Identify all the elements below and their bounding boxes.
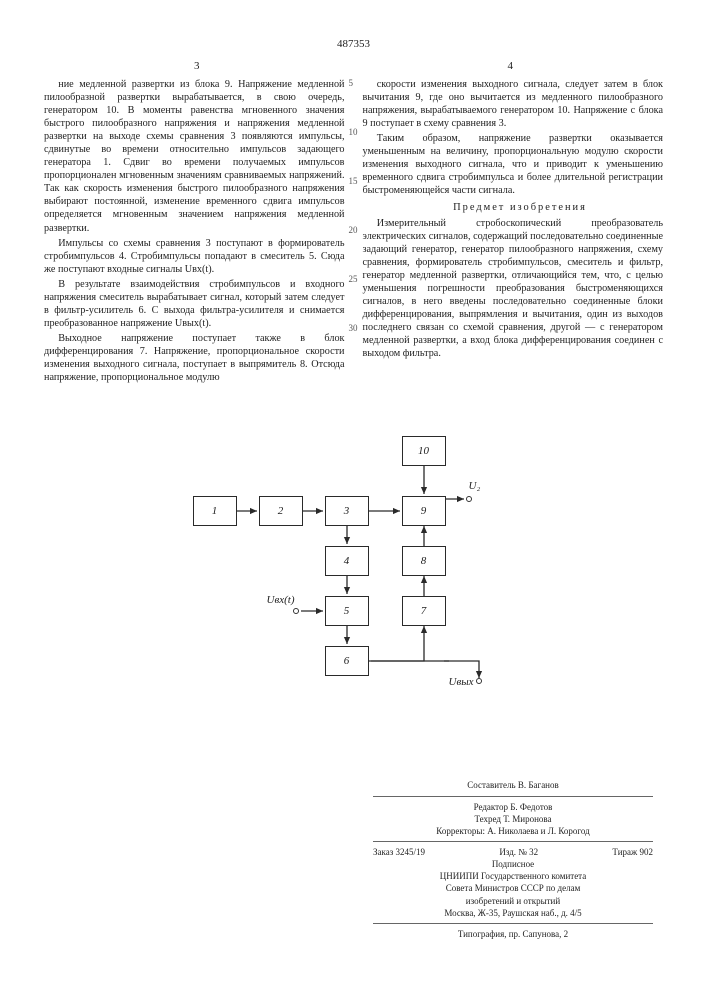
label-u2: U₂: [469, 480, 481, 492]
block-7: 7: [402, 596, 446, 626]
divider: [373, 796, 653, 797]
block-diagram: 1 2 3 4 5 6 7 8 9 10 Uвх(t) U₂ Uвых: [189, 408, 519, 698]
paragraph: Измерительный стробоскопический преобраз…: [363, 217, 664, 361]
right-column: скорости изменения выходного сигнала, сл…: [363, 78, 664, 386]
divider: [373, 923, 653, 924]
izd-num: Изд. № 32: [499, 846, 538, 858]
org-line: Совета Министров СССР по делам: [373, 882, 653, 894]
label-uvout: Uвых: [449, 676, 474, 688]
org-line: ЦНИИПИ Государственного комитета: [373, 870, 653, 882]
document-number: 487353: [44, 38, 663, 50]
label-uvx: Uвх(t): [267, 594, 295, 606]
line-num: 20: [349, 225, 358, 235]
credits-block: Составитель В. Баганов Редактор Б. Федот…: [373, 779, 653, 940]
line-num: 30: [349, 323, 358, 333]
line-number-gutter: 5 10 15 20 25 30: [349, 78, 358, 333]
line-num: 25: [349, 274, 358, 284]
typography-line: Типография, пр. Сапунова, 2: [373, 928, 653, 940]
left-column: ние медленной развертки из блока 9. Напр…: [44, 78, 345, 386]
corr-line: Корректоры: А. Николаева и Л. Корогод: [373, 825, 653, 837]
compiler-line: Составитель В. Баганов: [373, 779, 653, 791]
column-page-numbers: 3 4: [44, 60, 663, 72]
order-num: Заказ 3245/19: [373, 846, 425, 858]
block-5: 5: [325, 596, 369, 626]
org-line: изобретений и открытий: [373, 895, 653, 907]
paragraph: Импульсы со схемы сравнения 3 поступают …: [44, 237, 345, 276]
paragraph: скорости изменения выходного сигнала, сл…: [363, 78, 664, 130]
section-title: Предмет изобретения: [363, 201, 664, 214]
block-10: 10: [402, 436, 446, 466]
paragraph: Выходное напряжение поступает также в бл…: [44, 332, 345, 384]
block-6: 6: [325, 646, 369, 676]
block-1: 1: [193, 496, 237, 526]
line-num: 10: [349, 127, 358, 137]
paragraph: ние медленной развертки из блока 9. Напр…: [44, 78, 345, 235]
sub-line: Подписное: [373, 858, 653, 870]
page-right: 4: [508, 60, 514, 72]
order-row: Заказ 3245/19 Изд. № 32 Тираж 902: [373, 846, 653, 858]
block-2: 2: [259, 496, 303, 526]
output-terminal-2: [476, 678, 482, 684]
line-num: 5: [349, 78, 358, 88]
page-left: 3: [194, 60, 200, 72]
editor-line: Редактор Б. Федотов: [373, 801, 653, 813]
input-terminal: [293, 608, 299, 614]
block-8: 8: [402, 546, 446, 576]
tirazh: Тираж 902: [612, 846, 653, 858]
paragraph: Таким образом, напряжение развертки оказ…: [363, 132, 664, 197]
tech-line: Техред Т. Миронова: [373, 813, 653, 825]
divider: [373, 841, 653, 842]
line-num: 15: [349, 176, 358, 186]
patent-page: 487353 3 4 5 10 15 20 25 30 ние медленно…: [0, 0, 707, 1000]
address-line: Москва, Ж-35, Раушская наб., д. 4/5: [373, 907, 653, 919]
block-3: 3: [325, 496, 369, 526]
block-4: 4: [325, 546, 369, 576]
output-terminal-u2: [466, 496, 472, 502]
block-diagram-wrap: 1 2 3 4 5 6 7 8 9 10 Uвх(t) U₂ Uвых: [44, 408, 663, 698]
block-9: 9: [402, 496, 446, 526]
paragraph: В результате взаимодействия стробимпульс…: [44, 278, 345, 330]
